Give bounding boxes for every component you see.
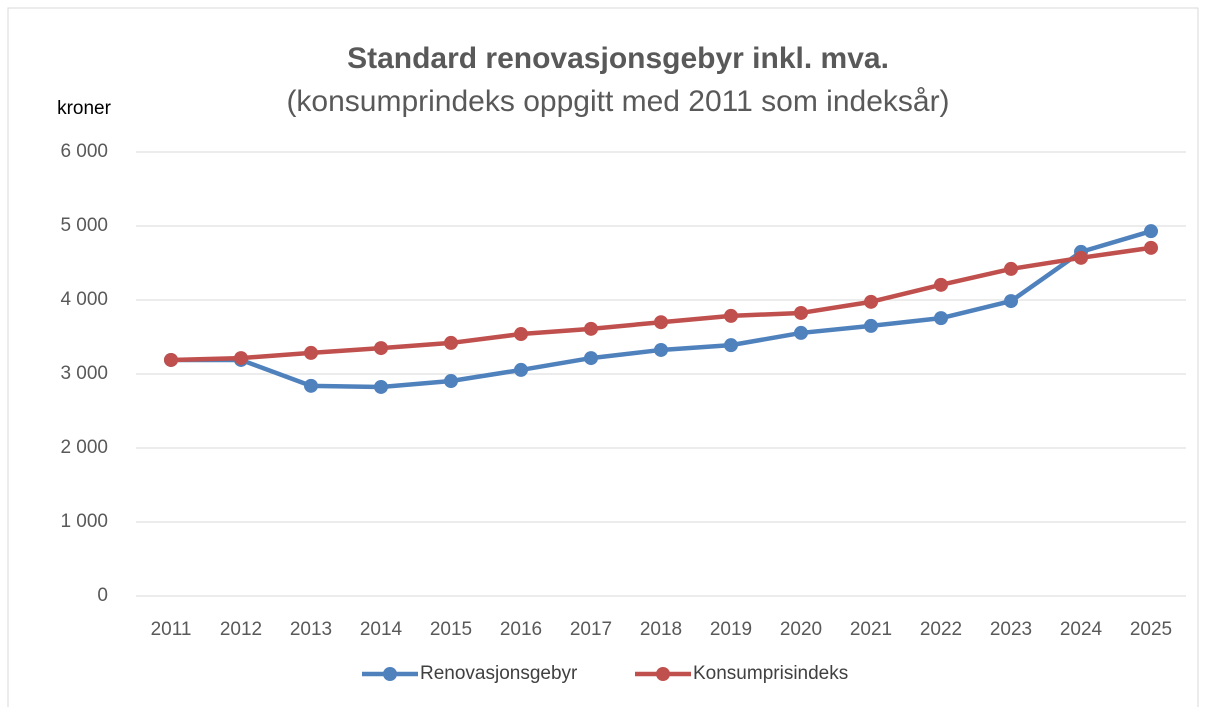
point — [584, 321, 598, 336]
point — [1144, 224, 1158, 239]
point — [304, 345, 318, 360]
point — [654, 342, 668, 357]
point — [514, 362, 528, 377]
point — [934, 311, 948, 326]
point — [584, 351, 598, 366]
point — [724, 338, 738, 353]
point — [1004, 294, 1018, 309]
point — [654, 315, 668, 330]
y-tick-label: 6 000 — [60, 141, 108, 162]
point — [724, 308, 738, 323]
x-tick-label: 2014 — [360, 619, 403, 640]
point — [374, 379, 388, 394]
x-tick-label: 2011 — [151, 619, 192, 640]
x-tick-label: 2022 — [920, 619, 962, 640]
x-tick-label: 2013 — [290, 619, 332, 640]
y-tick-label: 2 000 — [60, 437, 108, 458]
series-line — [171, 229, 1152, 390]
point — [444, 335, 458, 350]
legend-label: Konsumprisindeks — [693, 663, 848, 684]
y-tick-label: 4 000 — [60, 289, 108, 310]
x-tick-label: 2025 — [1130, 619, 1172, 640]
point — [864, 294, 878, 309]
x-tick-label: 2023 — [990, 619, 1032, 640]
point — [794, 325, 808, 340]
point — [934, 277, 948, 292]
chart-subtitle: (konsumprindeks oppgitt med 2011 som ind… — [286, 85, 949, 118]
y-tick-label: 1 000 — [60, 511, 108, 532]
point — [304, 378, 318, 393]
x-tick-label: 2024 — [1060, 619, 1103, 640]
point — [1004, 261, 1018, 276]
x-tick-label: 2018 — [640, 619, 682, 640]
legend-label: Renovasjonsgebyr — [420, 663, 578, 684]
chart-title: Standard renovasjonsgebyr inkl. mva. — [347, 42, 889, 75]
x-tick-label: 2015 — [430, 619, 472, 640]
point — [374, 341, 388, 356]
y-tick-label: 3 000 — [60, 363, 108, 384]
point — [1144, 240, 1158, 255]
legend-marker — [656, 667, 670, 681]
x-tick-label: 2017 — [570, 619, 612, 640]
point — [1074, 250, 1088, 265]
x-tick-label: 2020 — [780, 619, 822, 640]
y-axis-label: kroner — [57, 98, 112, 119]
point — [234, 351, 248, 366]
point — [864, 318, 878, 333]
point — [164, 352, 178, 367]
point — [794, 305, 808, 320]
y-tick-label: 5 000 — [60, 215, 108, 236]
y-tick-label: 0 — [97, 585, 108, 606]
legend-marker — [383, 667, 397, 681]
point — [514, 327, 528, 342]
x-tick-label: 2019 — [710, 619, 752, 640]
chart-frame — [7, 7, 1199, 707]
x-tick-label: 2012 — [220, 619, 262, 640]
x-tick-label: 2016 — [500, 619, 542, 640]
point — [444, 374, 458, 389]
x-tick-label: 2021 — [850, 619, 892, 640]
